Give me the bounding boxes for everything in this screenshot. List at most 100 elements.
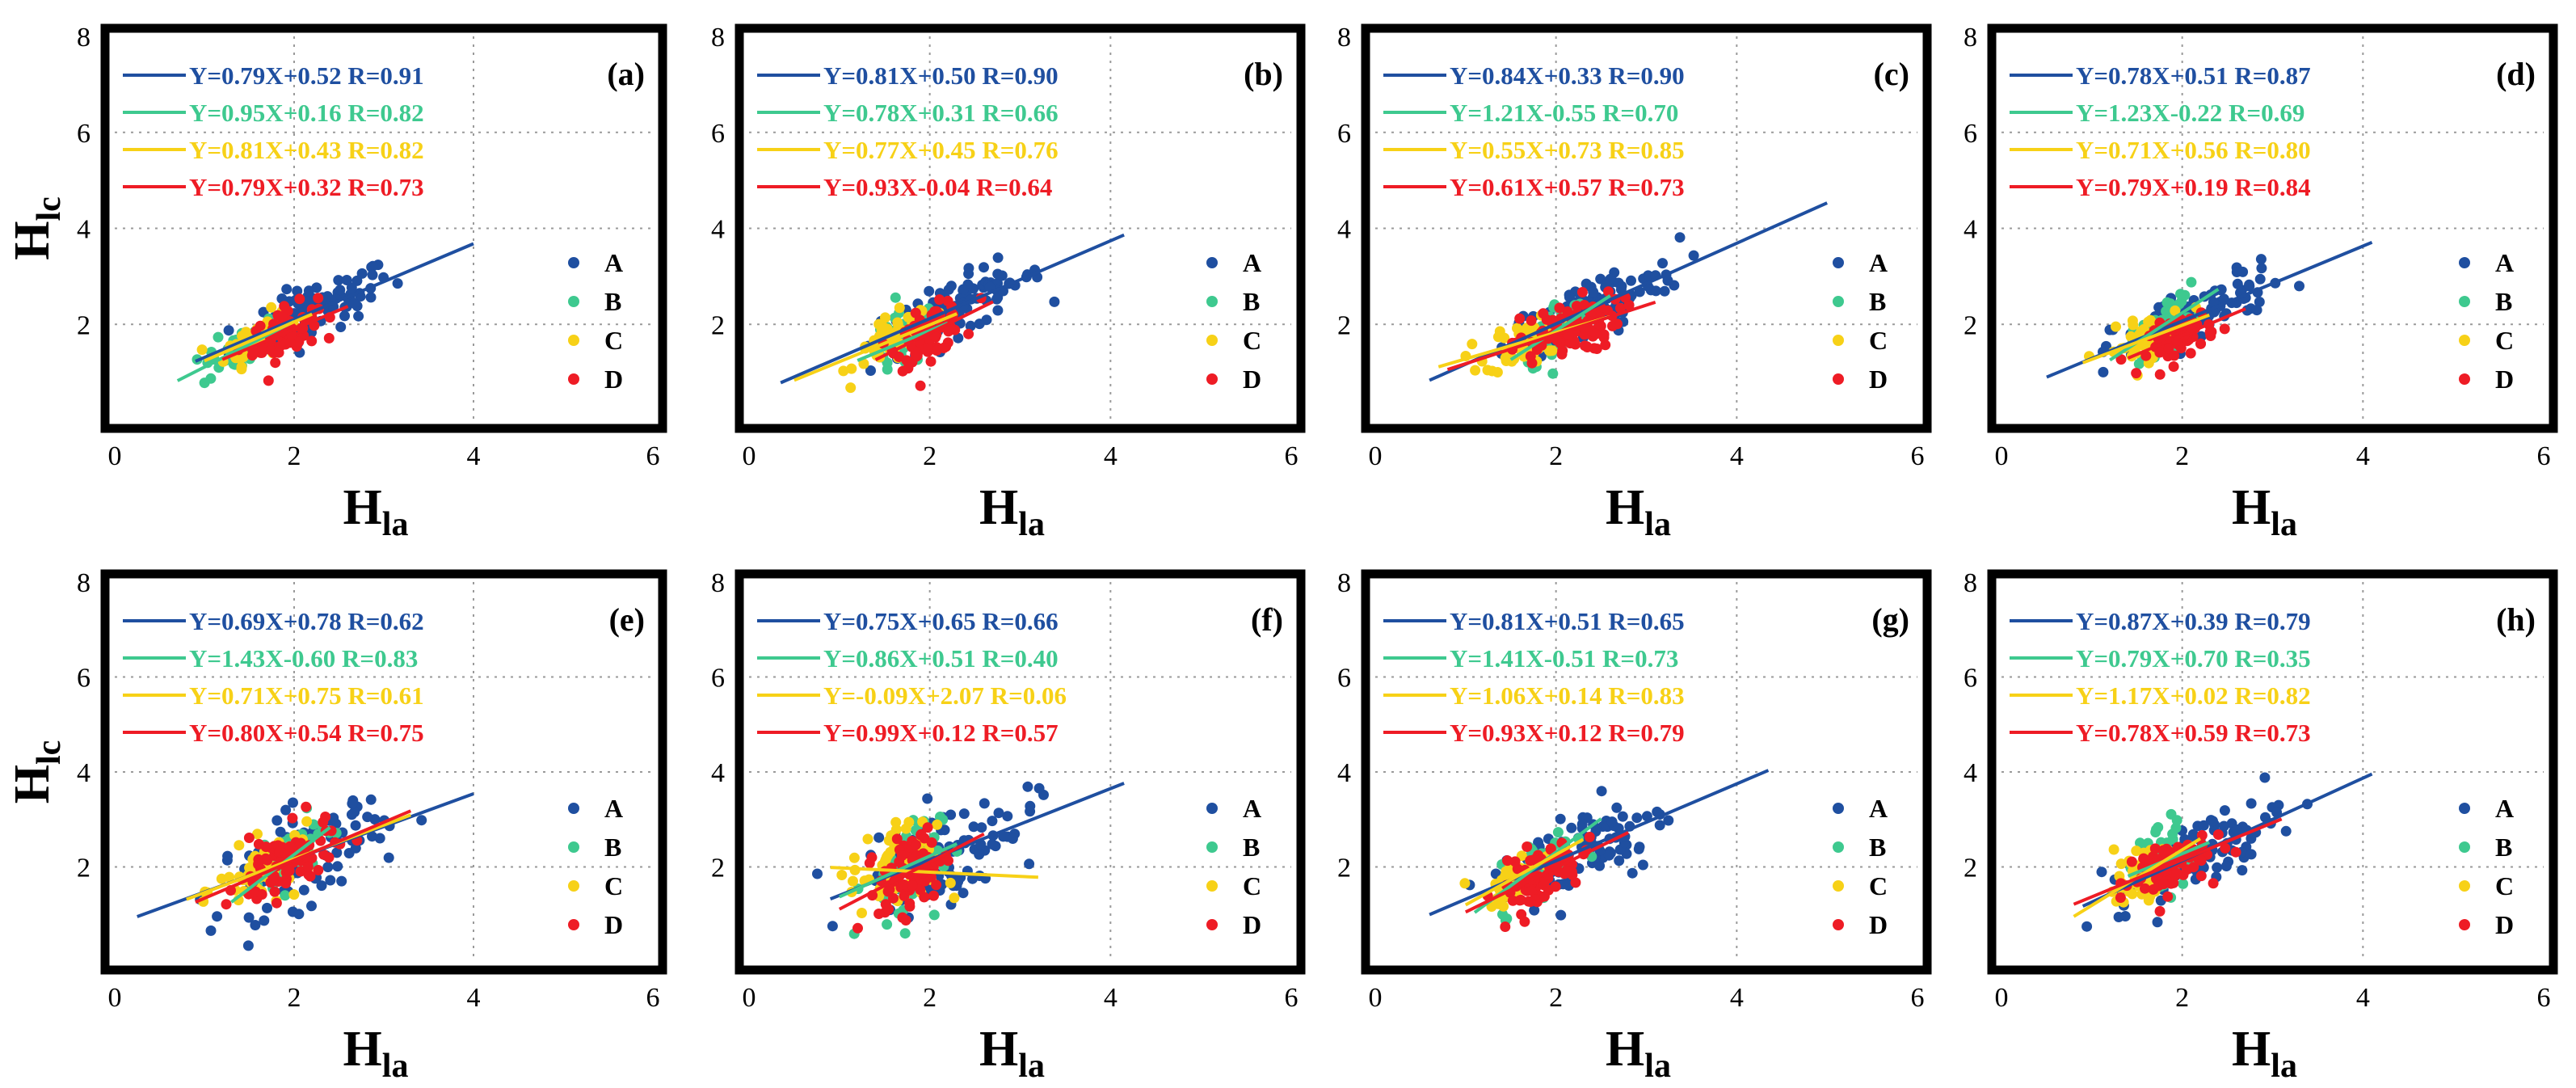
x-tick-label: 2 bbox=[288, 983, 301, 1013]
legend-marker-D bbox=[2459, 919, 2470, 930]
y-axis-label: Hlc bbox=[5, 740, 68, 804]
x-axis-label: Hla bbox=[979, 1022, 1045, 1085]
data-point-A bbox=[974, 849, 985, 860]
panel-label: (f) bbox=[1251, 601, 1283, 638]
data-point-A bbox=[2208, 297, 2219, 308]
data-point-C bbox=[894, 302, 905, 314]
data-point-A bbox=[1614, 855, 1625, 867]
data-point-D bbox=[2115, 354, 2127, 365]
panel-label: (a) bbox=[607, 56, 645, 92]
data-point-A bbox=[316, 880, 327, 892]
data-point-A bbox=[1603, 850, 1614, 861]
chart-panel-f: Y=0.75X+0.65 R=0.66 Y=0.86X+0.51 R=0.40 Y=… bbox=[711, 568, 1306, 1085]
data-point-D bbox=[866, 852, 878, 863]
data-point-B bbox=[890, 292, 901, 303]
data-point-A bbox=[812, 868, 823, 879]
data-point-A bbox=[1674, 232, 1686, 243]
data-point-A bbox=[2254, 297, 2265, 307]
x-axis-label: Hla bbox=[1606, 1022, 1671, 1085]
data-point-A bbox=[922, 793, 933, 804]
data-point-A bbox=[332, 861, 343, 872]
data-point-D bbox=[269, 886, 280, 897]
data-point-A bbox=[2244, 279, 2254, 290]
data-point-D bbox=[293, 336, 305, 348]
data-point-D bbox=[323, 332, 335, 344]
data-point-D bbox=[270, 357, 281, 369]
data-point-A bbox=[1022, 781, 1033, 792]
data-point-A bbox=[967, 873, 978, 884]
regression-line-D bbox=[1464, 831, 1630, 914]
data-point-A bbox=[1617, 811, 1628, 822]
data-point-A bbox=[222, 850, 234, 862]
data-point-A bbox=[392, 278, 403, 289]
data-point-A bbox=[2255, 254, 2267, 265]
data-point-A bbox=[302, 296, 314, 307]
legend-marker-C bbox=[1833, 880, 1844, 892]
data-point-D bbox=[2195, 871, 2207, 882]
data-point-D bbox=[1514, 313, 1526, 324]
data-point-A bbox=[1688, 250, 1699, 261]
data-point-A bbox=[1049, 296, 1060, 307]
data-point-B bbox=[1547, 368, 1559, 379]
data-point-D bbox=[323, 852, 335, 863]
panel-label: (e) bbox=[609, 601, 645, 638]
equation-label-D: Y=0.80X+0.54 R=0.75 bbox=[189, 719, 424, 747]
x-tick-label: 4 bbox=[467, 983, 481, 1013]
equation-label-D: Y=0.93X-0.04 R=0.64 bbox=[823, 173, 1052, 201]
equation-label-A: Y=0.79X+0.52 R=0.91 bbox=[189, 61, 424, 90]
equation-label-C: Y=0.81X+0.43 R=0.82 bbox=[189, 136, 424, 164]
x-tick-label: 4 bbox=[2356, 441, 2370, 471]
data-point-D bbox=[2154, 905, 2166, 917]
plot-frame bbox=[100, 569, 667, 975]
data-point-D bbox=[919, 892, 930, 903]
data-point-D bbox=[1538, 879, 1550, 891]
y-tick-label: 8 bbox=[1337, 568, 1351, 598]
equation-label-C: Y=1.17X+0.02 R=0.82 bbox=[2076, 681, 2311, 710]
y-tick-label: 6 bbox=[711, 664, 725, 694]
data-point-D bbox=[2131, 368, 2142, 379]
data-point-C bbox=[2111, 321, 2121, 332]
data-point-D bbox=[255, 343, 267, 354]
data-point-D bbox=[2169, 350, 2180, 361]
regression-line-D bbox=[195, 809, 412, 904]
data-point-A bbox=[243, 912, 255, 923]
x-tick-label: 0 bbox=[108, 441, 122, 471]
regression-line-B bbox=[857, 321, 949, 362]
data-point-A bbox=[250, 920, 261, 930]
data-point-B bbox=[2151, 824, 2161, 835]
data-point-D bbox=[1584, 832, 1595, 842]
data-point-A bbox=[998, 831, 1009, 842]
equation-label-B: Y=0.79X+0.70 R=0.35 bbox=[2076, 644, 2311, 673]
data-point-D bbox=[904, 900, 915, 912]
data-point-C bbox=[224, 871, 235, 883]
data-point-C bbox=[1498, 900, 1509, 912]
x-axis-label: Hla bbox=[343, 480, 409, 543]
data-point-A bbox=[2152, 917, 2163, 928]
data-point-A bbox=[280, 804, 292, 816]
data-point-A bbox=[1634, 841, 1645, 853]
data-point-D bbox=[891, 833, 903, 845]
x-tick-label: 2 bbox=[1549, 983, 1563, 1013]
legend-marker-C bbox=[568, 880, 579, 892]
data-point-B bbox=[213, 331, 224, 343]
data-point-C bbox=[1459, 878, 1471, 889]
data-point-D bbox=[263, 375, 274, 386]
regression-line-C bbox=[2081, 313, 2210, 365]
data-point-D bbox=[2171, 867, 2182, 879]
data-point-A bbox=[2208, 816, 2218, 827]
data-point-A bbox=[271, 815, 283, 826]
data-point-C bbox=[949, 892, 960, 904]
y-tick-label: 6 bbox=[1337, 664, 1351, 694]
data-point-A bbox=[322, 862, 334, 873]
data-point-A bbox=[1024, 858, 1035, 870]
regression-line-A bbox=[780, 233, 1125, 385]
data-point-A bbox=[965, 320, 976, 331]
data-point-D bbox=[2195, 855, 2207, 867]
legend-label-A: A bbox=[604, 794, 623, 823]
data-point-A bbox=[1529, 905, 1540, 916]
legend-marker-B bbox=[2459, 296, 2470, 307]
data-point-A bbox=[993, 808, 1004, 819]
regression-line-C bbox=[1464, 837, 1585, 907]
data-point-A bbox=[298, 884, 309, 896]
